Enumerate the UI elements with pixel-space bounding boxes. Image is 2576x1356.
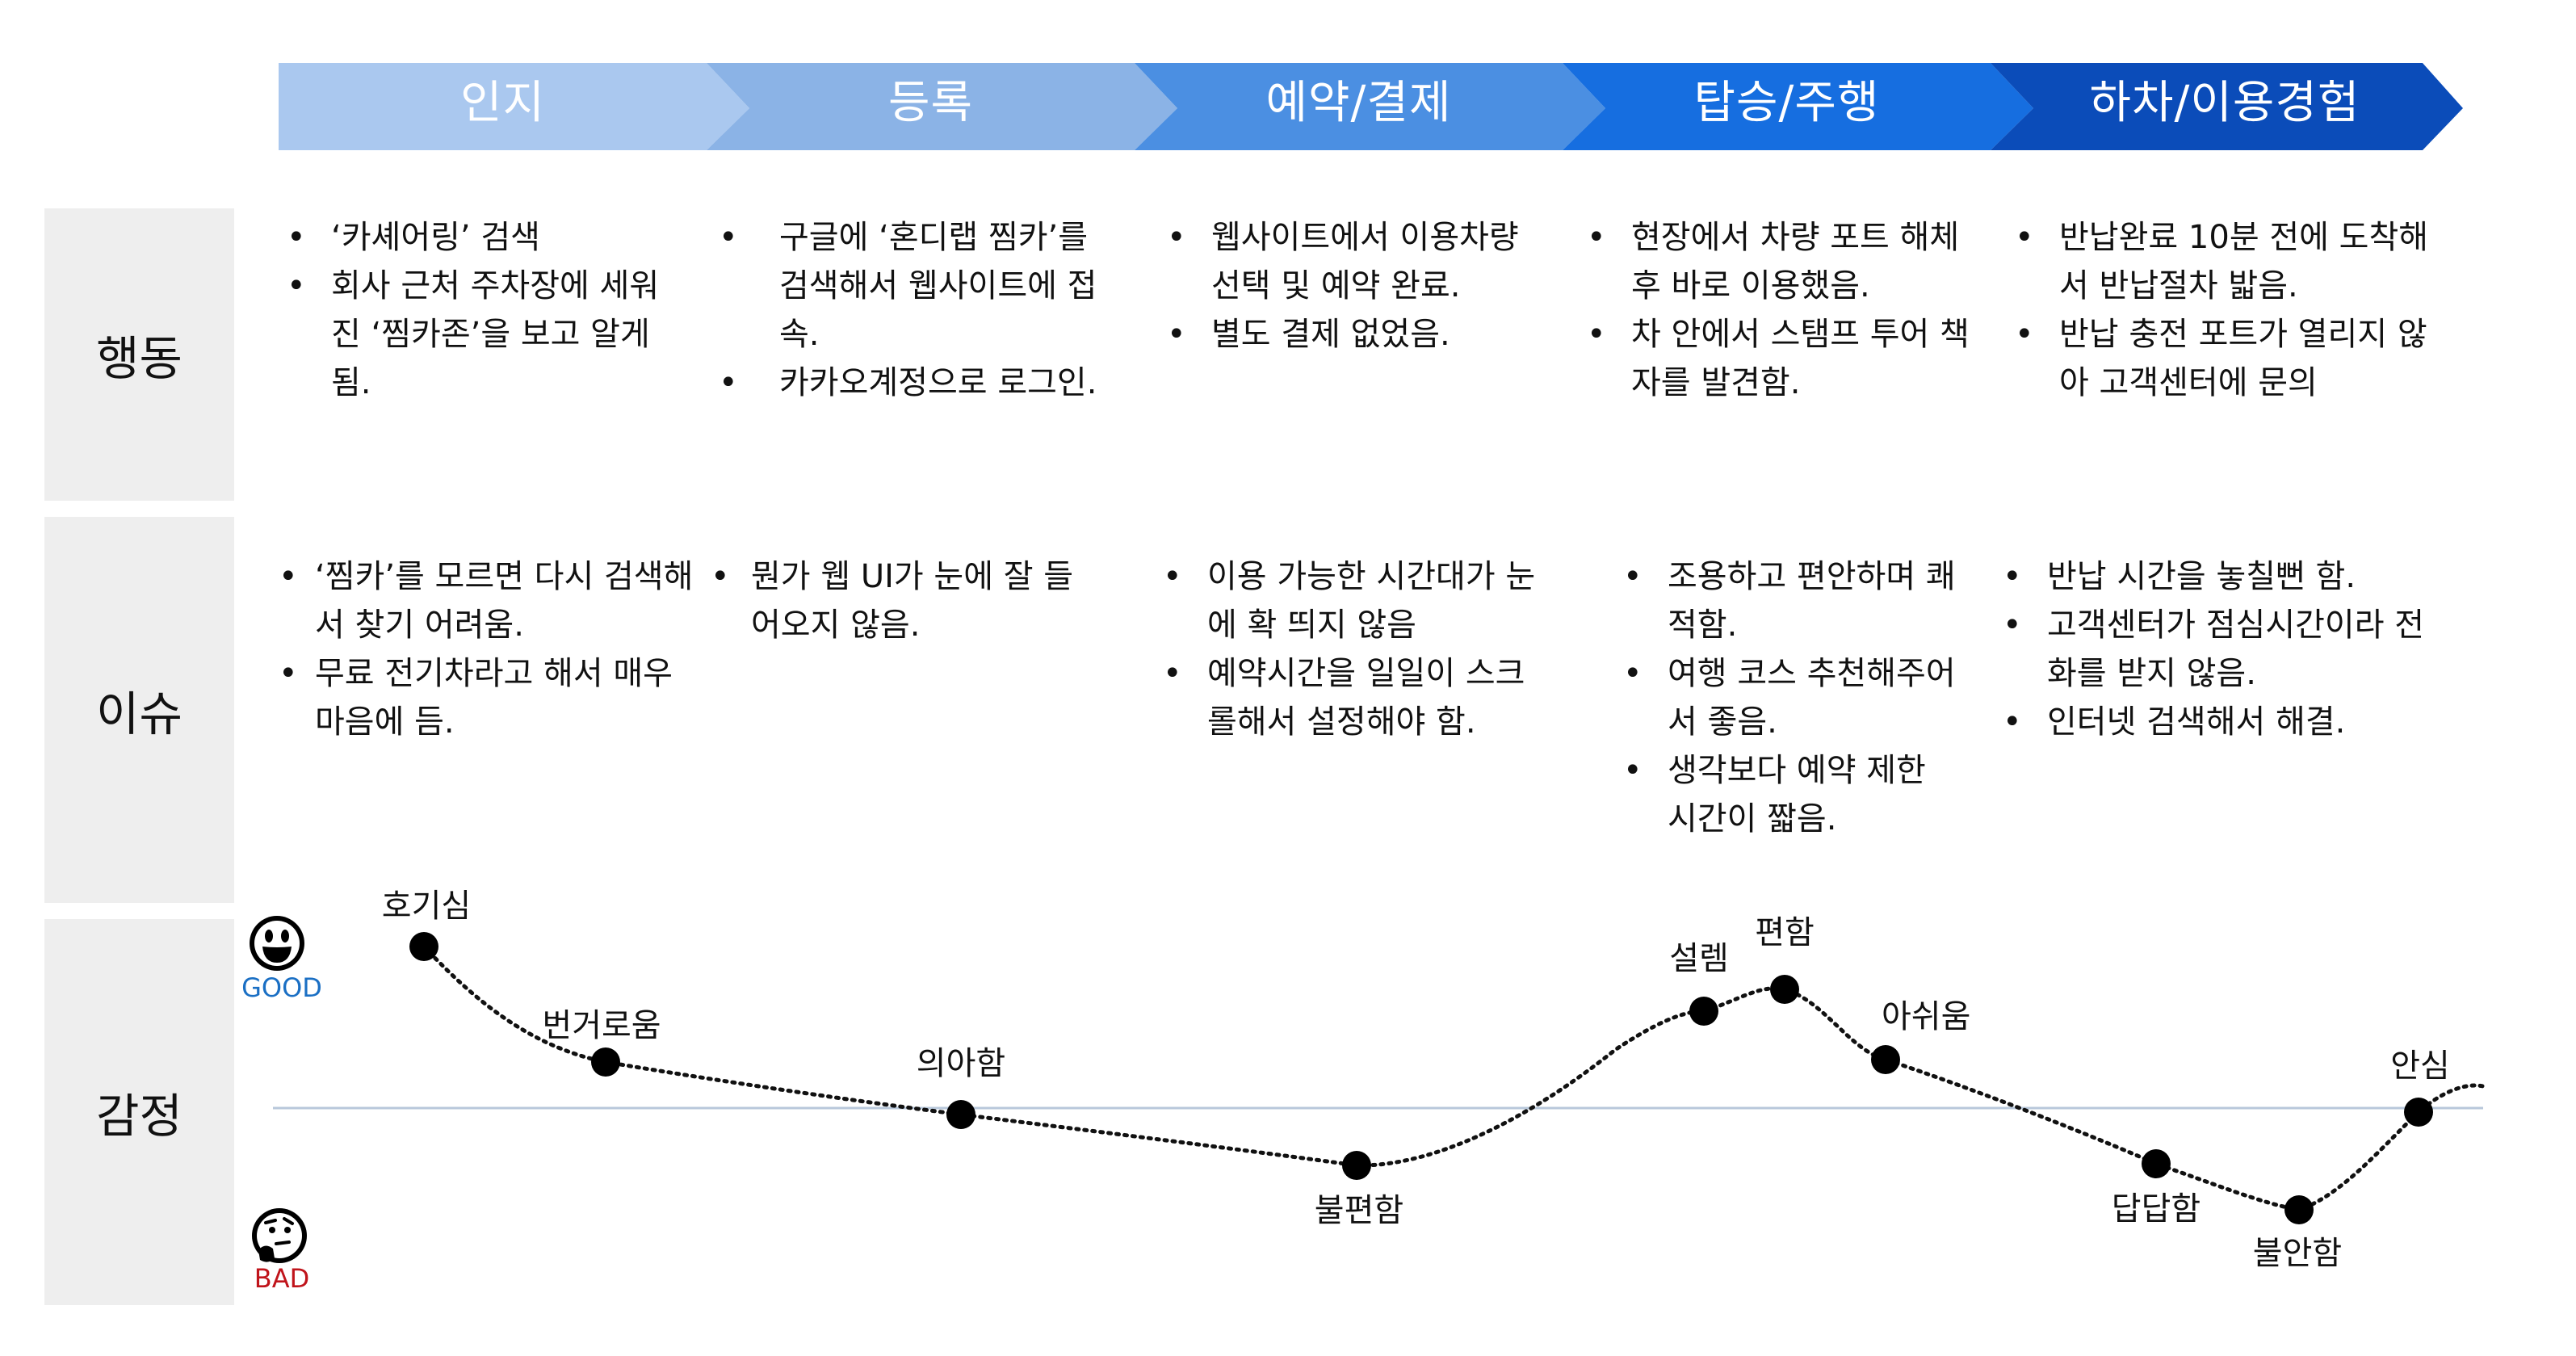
smiling-face-icon	[250, 916, 304, 971]
emotion-point-1	[409, 932, 438, 961]
emotion-point-6	[1770, 975, 1799, 1004]
list-item: • ‘카셰어링’ 검색	[287, 219, 540, 256]
emotion-label-6: 편함	[1755, 914, 1815, 951]
emotion-point-2	[591, 1047, 620, 1077]
list-item: • 반납 충전 포트가 열리지 않아 고객센터에 문의	[2015, 316, 2427, 401]
stage-arrow-1	[279, 63, 749, 150]
list-item: • 반납완료 10분 전에 도착해서 반납절차 밟음.	[2015, 219, 2429, 304]
bad-label: BAD	[254, 1263, 309, 1294]
thinking-face-icon	[252, 1208, 307, 1263]
stage-label-2: 등록	[887, 77, 974, 129]
issue-cell-1: • ‘찜카’를 모르면 다시 검색해서 찾기 어려움. • 무료 전기차라고 해서 …	[279, 552, 699, 746]
stage-arrow-3	[1135, 63, 1605, 150]
list-item: • 회사 근처 주차장에 세워진 ‘찜카존’을 보고 알게 됨.	[287, 267, 660, 401]
emotion-curve-chart: 호기심 번거로움 의아함 불편함 설렘 편함 아쉬움 답답함 불안함 안심 GO…	[241, 888, 2486, 1294]
list-item: • 이용 가능한 시간대가 눈에 확 띄지 않음	[1163, 558, 1536, 644]
list-item: • 구글에 ‘혼디랩 찜카’를 검색해서 웹사이트에 접속.	[719, 219, 1097, 353]
list-item: • 예약시간을 일일이 스크롤해서 설정해야 함.	[1163, 655, 1525, 741]
emotion-point-7	[1871, 1045, 1900, 1074]
stage-arrow-5	[1991, 63, 2463, 150]
stage-label-4: 탑승/주행	[1693, 77, 1880, 129]
action-cell-2: • 구글에 ‘혼디랩 찜카’를 검색해서 웹사이트에 접속. • 카카오계정으로 로…	[719, 213, 1122, 407]
stage-label-3: 예약/결제	[1265, 77, 1452, 129]
action-cell-1: • ‘카셰어링’ 검색 • 회사 근처 주차장에 세워진 ‘찜카존’을 보고 알게 …	[287, 213, 686, 407]
stage-label-1: 인지	[459, 77, 546, 129]
emotion-label-10: 안심	[2390, 1047, 2450, 1085]
stage-arrow-2	[707, 63, 1177, 150]
list-item: • 반납 시간을 놓칠뻔 함.	[2003, 558, 2356, 595]
issue-cell-2: • 뭔가 웹 UI가 눈에 잘 들어오지 않음.	[711, 552, 1082, 649]
emotion-label-8: 답답함	[2112, 1190, 2201, 1228]
emotion-label-2: 번거로움	[542, 1007, 661, 1044]
emotion-label-5: 설렘	[1669, 940, 1729, 977]
emotion-curve-line	[422, 944, 2486, 1212]
issue-cell-3: • 이용 가능한 시간대가 눈에 확 띄지 않음 • 예약시간을 일일이 스크롤해서…	[1163, 552, 1550, 746]
list-item: • 차 안에서 스탬프 투어 책자를 발견함.	[1587, 316, 1970, 401]
issue-cell-5: • 반납 시간을 놓칠뻔 함. • 고객센터가 점심시간이라 전화를 받지 않음. …	[2003, 552, 2435, 746]
row-label-action: 행동	[44, 208, 234, 501]
list-item: • 카카오계정으로 로그인.	[719, 364, 1097, 401]
emotion-point-8	[2142, 1149, 2171, 1178]
emotion-points	[409, 932, 2433, 1224]
list-item: • 별도 결제 없었음.	[1167, 316, 1450, 353]
row-label-issue: 이슈	[44, 517, 234, 903]
emotion-label-1: 호기심	[382, 888, 471, 925]
list-item: • 웹사이트에서 이용차량 선택 및 예약 완료.	[1167, 219, 1519, 304]
emotion-point-4	[1342, 1151, 1371, 1180]
list-item: • 고객센터가 점심시간이라 전화를 받지 않음.	[2003, 607, 2425, 692]
list-item: • 인터넷 검색해서 해결.	[2003, 703, 2346, 741]
list-item: • 현장에서 차량 포트 해체 후 바로 이용했음.	[1587, 219, 1960, 304]
emotion-point-3	[946, 1100, 975, 1129]
journey-stage-bar	[279, 63, 2463, 150]
emotion-label-9: 불안함	[2253, 1235, 2342, 1272]
good-label: GOOD	[241, 972, 322, 1003]
list-item: • 생각보다 예약 제한 시간이 짧음.	[1623, 752, 1926, 838]
emotion-point-10	[2404, 1098, 2433, 1127]
emotion-label-4: 불편함	[1315, 1192, 1403, 1229]
issue-cell-4: • 조용하고 편안하며 쾌적함. • 여행 코스 추천해주어서 좋음. • 생각보다 …	[1623, 552, 1962, 843]
action-cell-4: • 현장에서 차량 포트 해체 후 바로 이용했음. • 차 안에서 스탬프 투어 …	[1587, 213, 1970, 407]
action-cell-5: • 반납완료 10분 전에 도착해서 반납절차 밟음. • 반납 충전 포트가 열리…	[2015, 213, 2443, 407]
stage-arrow-4	[1563, 63, 2033, 150]
emotion-point-5	[1689, 997, 1718, 1026]
emotion-label-7: 아쉬움	[1882, 998, 1970, 1035]
list-item: • 뭔가 웹 UI가 눈에 잘 들어오지 않음.	[711, 558, 1074, 644]
list-item: • 여행 코스 추천해주어서 좋음.	[1623, 655, 1956, 741]
row-label-emotion: 감정	[44, 919, 234, 1305]
list-item: • 조용하고 편안하며 쾌적함.	[1623, 558, 1956, 644]
stage-label-5: 하차/이용경험	[2089, 77, 2360, 129]
list-item: • 무료 전기차라고 해서 매우 마음에 듬.	[279, 655, 673, 741]
action-cell-3: • 웹사이트에서 이용차량 선택 및 예약 완료. • 별도 결제 없었음.	[1167, 213, 1546, 359]
list-item: • ‘찜카’를 모르면 다시 검색해서 찾기 어려움.	[279, 558, 694, 644]
emotion-label-3: 의아함	[917, 1045, 1005, 1082]
emotion-point-9	[2284, 1195, 2314, 1224]
